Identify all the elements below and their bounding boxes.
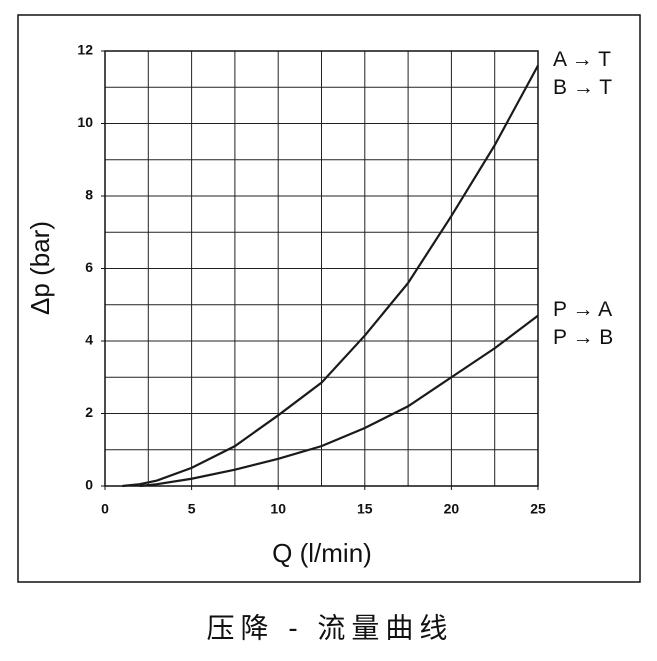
series-label: P → B [553, 326, 613, 349]
x-tick-label: 20 [444, 501, 460, 517]
x-axis-title: Q (l/min) [272, 538, 372, 568]
frame [17, 14, 641, 583]
series-label: B → T [553, 76, 612, 99]
x-tick-label: 0 [101, 501, 109, 517]
y-tick-label: 6 [85, 259, 93, 275]
series-label: P → A [553, 298, 612, 321]
x-tick-label: 10 [270, 501, 286, 517]
series-line [139, 314, 539, 488]
y-tick-label: 12 [77, 42, 93, 58]
y-tick-label: 4 [85, 332, 93, 348]
series-line [122, 64, 539, 488]
x-tick-label: 15 [357, 501, 373, 517]
series-label: A → T [553, 48, 611, 71]
y-tick-label: 8 [85, 187, 93, 203]
x-tick-label: 25 [530, 501, 546, 517]
y-tick-label: 10 [77, 114, 93, 130]
caption: 压降 - 流量曲线 [207, 612, 454, 643]
y-tick-label: 0 [85, 477, 93, 493]
x-tick-label: 5 [188, 501, 196, 517]
y-axis-title: Δp (bar) [25, 221, 55, 315]
y-tick-label: 2 [85, 404, 93, 420]
